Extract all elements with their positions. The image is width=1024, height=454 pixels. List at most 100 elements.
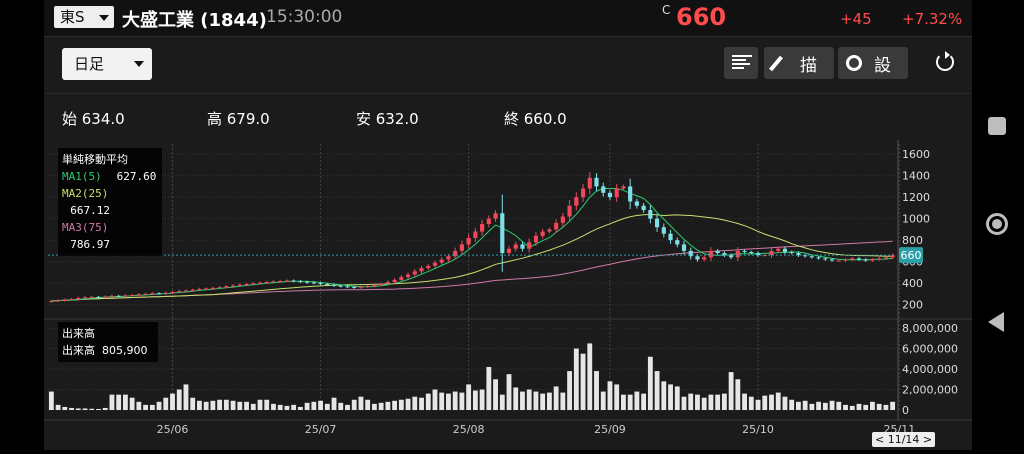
volume-bar bbox=[466, 384, 472, 410]
volume-bar bbox=[96, 408, 101, 410]
ma1-value: 627.60 bbox=[116, 170, 157, 183]
candle-body bbox=[399, 277, 404, 280]
volume-bar bbox=[405, 398, 411, 410]
exchange-select[interactable]: 東S bbox=[54, 6, 114, 28]
candle-body bbox=[574, 197, 579, 206]
candle-body bbox=[863, 259, 868, 261]
volume-bar bbox=[398, 399, 404, 410]
volume-bar bbox=[580, 353, 586, 410]
recent-apps-icon[interactable] bbox=[988, 117, 1006, 135]
current-price: 660 bbox=[676, 3, 727, 31]
candle-body bbox=[890, 255, 895, 258]
candle-body bbox=[856, 258, 862, 260]
pencil-icon bbox=[769, 55, 783, 72]
back-icon[interactable] bbox=[988, 312, 1004, 332]
candle-body bbox=[432, 262, 438, 266]
header-bar: 東S 大盛工業 (1844) 15:30:00 C 660 +45 +7.32% bbox=[44, 0, 972, 37]
volume-bar bbox=[594, 371, 599, 410]
price-tick-label: 1600 bbox=[902, 148, 930, 161]
x-tick-label: 25/10 bbox=[742, 423, 774, 436]
candle-body bbox=[722, 253, 727, 256]
candle-body bbox=[850, 258, 855, 260]
chart-area[interactable]: 16001400120010008006004002008,000,0006,0… bbox=[44, 140, 972, 450]
volume-bar bbox=[486, 366, 492, 410]
volume-bar bbox=[701, 397, 707, 410]
volume-bar bbox=[163, 397, 169, 410]
last-price-label: 660 bbox=[901, 249, 922, 262]
ma-legend-title: 単純移動平均 bbox=[62, 153, 128, 166]
volume-bar bbox=[748, 396, 754, 410]
refresh-icon[interactable] bbox=[936, 51, 954, 71]
volume-bar bbox=[432, 389, 438, 410]
candle-body bbox=[641, 205, 646, 211]
candle-body bbox=[197, 288, 202, 290]
volume-bar bbox=[210, 400, 216, 410]
volume-bar bbox=[338, 402, 344, 410]
volume-bar bbox=[244, 401, 249, 410]
settings-button[interactable]: 設定 bbox=[838, 47, 908, 79]
stock-chart[interactable]: 16001400120010008006004002008,000,0006,0… bbox=[44, 140, 972, 450]
candle-body bbox=[358, 286, 364, 288]
candle-body bbox=[49, 300, 54, 302]
volume-bar bbox=[789, 399, 795, 410]
volume-bar bbox=[446, 393, 451, 410]
volume-bar bbox=[499, 394, 505, 410]
candle-body bbox=[675, 240, 680, 245]
volume-bar bbox=[378, 402, 384, 410]
candle-body bbox=[103, 296, 108, 298]
candle-body bbox=[547, 229, 552, 232]
draw-button[interactable]: 描画 bbox=[764, 47, 834, 79]
candle-body bbox=[742, 250, 747, 252]
volume-bar bbox=[472, 390, 478, 410]
volume-bar bbox=[143, 404, 149, 410]
price-tick-label: 1000 bbox=[902, 213, 930, 226]
exchange-label: 東S bbox=[60, 8, 85, 26]
volume-bar bbox=[69, 407, 74, 410]
candle-body bbox=[628, 186, 633, 202]
candle-body bbox=[230, 285, 236, 287]
ma2-value: 667.12 bbox=[70, 204, 110, 217]
volume-tick-label: 6,000,000 bbox=[902, 343, 958, 356]
volume-bar bbox=[116, 394, 122, 410]
volume-bar bbox=[721, 393, 727, 410]
home-icon[interactable] bbox=[986, 213, 1008, 235]
volume-bar bbox=[728, 372, 734, 410]
candle-body bbox=[601, 186, 606, 193]
candle-body bbox=[803, 255, 808, 257]
volume-bar bbox=[291, 404, 297, 410]
volume-bar bbox=[425, 393, 431, 410]
period-select[interactable]: 日足 bbox=[62, 48, 152, 80]
volume-bar bbox=[654, 371, 660, 410]
volume-bar bbox=[358, 396, 364, 410]
x-tick-label: 25/06 bbox=[157, 423, 189, 436]
volume-bar bbox=[190, 397, 196, 410]
date-badge[interactable]: < 11/14 > bbox=[872, 432, 936, 447]
candle-body bbox=[82, 297, 88, 299]
candle-body bbox=[446, 256, 451, 260]
indicator-list-button[interactable] bbox=[724, 47, 758, 79]
volume-bar bbox=[351, 399, 357, 410]
volume-bar bbox=[587, 343, 593, 410]
volume-bar bbox=[809, 403, 815, 410]
candle-body bbox=[782, 248, 788, 252]
ma3-label: MA3(75) bbox=[62, 221, 109, 234]
candle-body bbox=[150, 293, 155, 295]
volume-bar bbox=[419, 397, 424, 410]
candle-body bbox=[506, 248, 512, 254]
volume-bar bbox=[257, 399, 263, 410]
volume-bar bbox=[109, 394, 115, 410]
volume-bar bbox=[856, 403, 862, 410]
volume-bar bbox=[176, 389, 182, 410]
volume-bar bbox=[621, 394, 626, 410]
candle-body bbox=[688, 250, 693, 257]
volume-bar bbox=[156, 401, 162, 410]
volume-bar bbox=[479, 389, 485, 410]
x-tick-label: 25/09 bbox=[594, 423, 626, 436]
candle-body bbox=[405, 274, 411, 278]
candle-body bbox=[883, 257, 888, 259]
volume-bar bbox=[223, 399, 229, 410]
candle-body bbox=[62, 299, 67, 301]
candle-body bbox=[318, 283, 323, 285]
volume-bar bbox=[708, 394, 714, 410]
candle-body bbox=[109, 295, 115, 297]
